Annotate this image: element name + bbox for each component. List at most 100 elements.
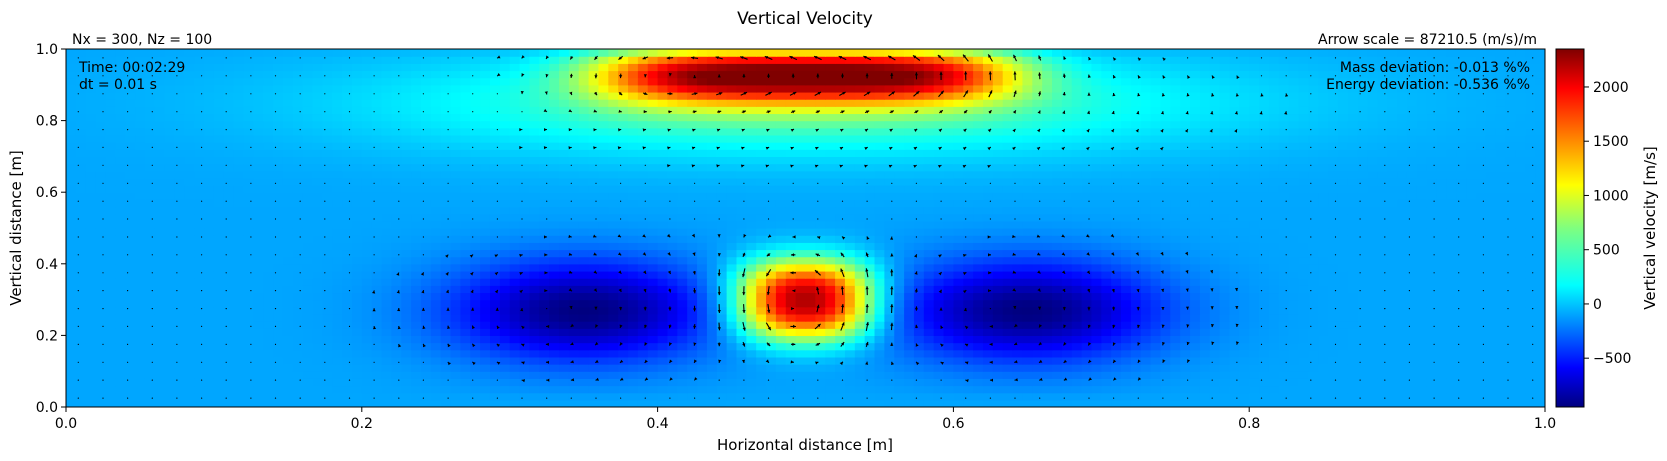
heatmap-cell (312, 249, 323, 258)
heatmap-cell (1101, 206, 1112, 215)
heatmap-cell (982, 249, 994, 258)
heatmap-cell (1199, 364, 1211, 372)
heatmap-cell (864, 399, 876, 407)
heatmap-cell (726, 185, 738, 193)
heatmap-cell (1446, 328, 1457, 336)
heatmap-cell (1071, 306, 1083, 315)
heatmap-cell (618, 242, 629, 251)
heatmap-cell (628, 206, 639, 215)
heatmap-cell (1091, 256, 1102, 265)
heatmap-cell (489, 321, 501, 329)
heatmap-cell (332, 242, 343, 251)
heatmap-cell (1061, 356, 1073, 365)
heatmap-cell (1535, 306, 1545, 315)
heatmap-cell (785, 306, 797, 315)
heatmap-cell (184, 378, 195, 387)
heatmap-cell (608, 306, 619, 315)
heatmap-cell (1308, 213, 1319, 222)
heatmap-cell (1091, 342, 1102, 351)
heatmap-cell (489, 342, 501, 351)
heatmap-cell (578, 242, 590, 251)
heatmap-cell (1111, 235, 1122, 243)
heatmap-cell (1111, 199, 1122, 208)
heatmap-cell (1318, 170, 1329, 179)
heatmap-cell (85, 292, 97, 301)
heatmap-cell (1456, 242, 1467, 251)
heatmap-cell (1209, 177, 1221, 186)
heatmap-cell (1249, 220, 1260, 229)
heatmap-cell (1485, 292, 1497, 301)
heatmap-cell (1160, 342, 1171, 351)
heatmap-cell (430, 342, 442, 351)
heatmap-cell (411, 256, 422, 265)
heatmap-cell (943, 177, 954, 186)
heatmap-cell (1268, 392, 1280, 401)
heatmap-cell (174, 385, 185, 394)
heatmap-cell (1199, 206, 1211, 215)
heatmap-cell (1505, 313, 1517, 322)
heatmap-cell (66, 328, 77, 336)
heatmap-cell (401, 213, 412, 222)
heatmap-cell (1466, 278, 1477, 286)
heatmap-cell (1130, 228, 1142, 236)
heatmap-cell (775, 199, 787, 208)
heatmap-cell (440, 249, 452, 258)
heatmap-cell (1387, 292, 1398, 301)
heatmap-cell (844, 242, 856, 251)
heatmap-cell (1259, 249, 1270, 258)
heatmap-cell (815, 256, 826, 265)
heatmap-cell (194, 249, 205, 258)
heatmap-cell (1535, 199, 1545, 208)
heatmap-cell (1180, 356, 1191, 365)
heatmap-cell (1061, 220, 1073, 229)
heatmap-cell (1052, 170, 1063, 179)
heatmap-cell (835, 249, 846, 258)
heatmap-cell (115, 392, 126, 401)
heatmap-cell (923, 199, 935, 208)
heatmap-cell (1485, 299, 1497, 308)
heatmap-cell (1111, 177, 1122, 186)
heatmap-cell (1190, 263, 1201, 272)
heatmap-cell (95, 342, 107, 351)
heatmap-cell (874, 249, 885, 258)
heatmap-cell (953, 185, 964, 193)
heatmap-cell (766, 328, 777, 336)
heatmap-cell (677, 235, 688, 243)
heatmap-cell (450, 185, 461, 193)
heatmap-cell (628, 364, 639, 372)
heatmap-cell (292, 313, 304, 322)
heatmap-cell (677, 220, 688, 229)
heatmap-cell (1525, 371, 1536, 379)
heatmap-cell (726, 356, 738, 365)
heatmap-cell (489, 313, 501, 322)
heatmap-cell (864, 278, 876, 286)
heatmap-cell (1485, 192, 1497, 200)
heatmap-cell (1397, 399, 1408, 407)
heatmap-cell (667, 399, 678, 407)
heatmap-cell (1002, 292, 1014, 301)
heatmap-cell (775, 299, 787, 308)
heatmap-cell (1180, 378, 1191, 387)
heatmap-cell (519, 228, 531, 236)
heatmap-cell (775, 313, 787, 322)
heatmap-cell (1199, 299, 1211, 308)
heatmap-cell (628, 299, 639, 308)
heatmap-cell (342, 399, 353, 407)
heatmap-cell (982, 342, 994, 351)
heatmap-cell (351, 263, 363, 272)
heatmap-cell (1535, 349, 1545, 358)
heatmap-cell (529, 170, 540, 179)
heatmap-cell (923, 177, 935, 186)
heatmap-cell (992, 213, 1004, 222)
heatmap-cell (144, 270, 156, 279)
heatmap-cell (628, 292, 639, 301)
heatmap-cell (1318, 256, 1329, 265)
heatmap-cell (608, 242, 619, 251)
heatmap-cell (825, 306, 836, 315)
heatmap-cell (982, 242, 994, 251)
heatmap-cell (657, 335, 669, 344)
heatmap-cell (391, 321, 402, 329)
heatmap-cell (559, 313, 570, 322)
heatmap-cell (144, 256, 156, 265)
heatmap-cell (815, 349, 826, 358)
